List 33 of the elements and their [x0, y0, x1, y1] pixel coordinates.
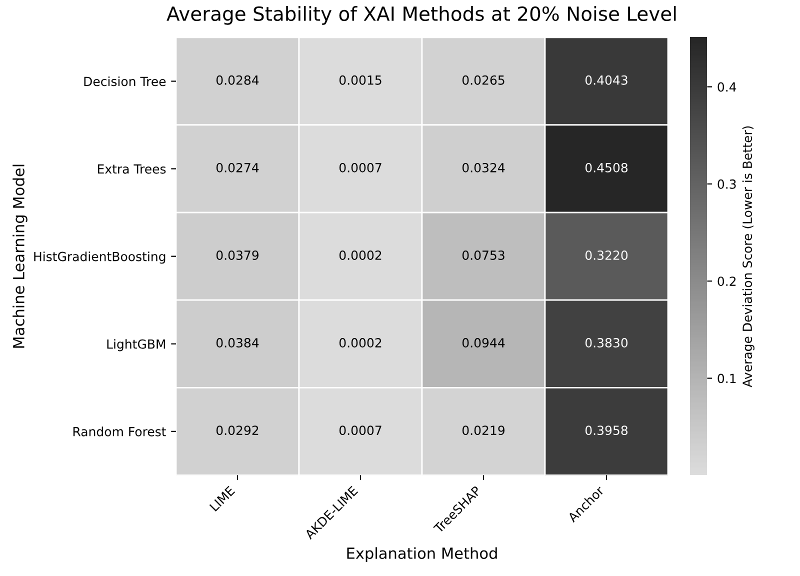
- data-label: 0.0002: [339, 338, 382, 348]
- data-label: 0.0292: [216, 426, 258, 436]
- data-label: 0.0753: [462, 250, 504, 260]
- data-label: 0.4043: [585, 75, 628, 85]
- color-bar-title: Average Deviation Score (Lower is Better): [742, 126, 754, 388]
- color-bar-label: 0.1: [718, 374, 736, 384]
- y-tick-label: Extra Trees: [98, 164, 166, 174]
- y-tick-label: Random Forest: [73, 426, 166, 436]
- data-label: 0.3220: [585, 250, 628, 260]
- data-label: 0.0265: [462, 75, 504, 85]
- data-label: 0.0007: [339, 426, 382, 436]
- data-label: 0.3958: [585, 426, 628, 436]
- color-bar-label: 0.4: [718, 82, 736, 92]
- data-label: 0.3830: [585, 338, 628, 348]
- x-axis-title: Explanation Method: [347, 547, 497, 562]
- data-label: 0.0324: [462, 162, 505, 172]
- data-label: 0.0379: [216, 250, 258, 260]
- chart-title: Average Stability of XAI Methods at 20% Noise Level: [166, 6, 676, 25]
- data-label: 0.0284: [216, 75, 259, 85]
- data-label: 0.0015: [339, 75, 382, 85]
- data-label: 0.0944: [462, 338, 505, 348]
- color-bar-label: 0.3: [718, 179, 736, 189]
- y-tick-label: LightGBM: [107, 339, 166, 352]
- y-tick-label: HistGradientBoosting: [34, 252, 166, 264]
- y-axis-title: Machine Learning Model: [12, 164, 28, 348]
- data-label: 0.4508: [585, 162, 628, 172]
- data-label: 0.0007: [339, 162, 382, 172]
- data-label: 0.0384: [216, 338, 259, 348]
- y-tick-label: Decision Tree: [84, 76, 166, 86]
- data-label: 0.0002: [339, 250, 382, 260]
- data-label: 0.0219: [462, 426, 504, 436]
- data-label: 0.0274: [216, 162, 259, 172]
- color-bar-label: 0.2: [718, 276, 736, 286]
